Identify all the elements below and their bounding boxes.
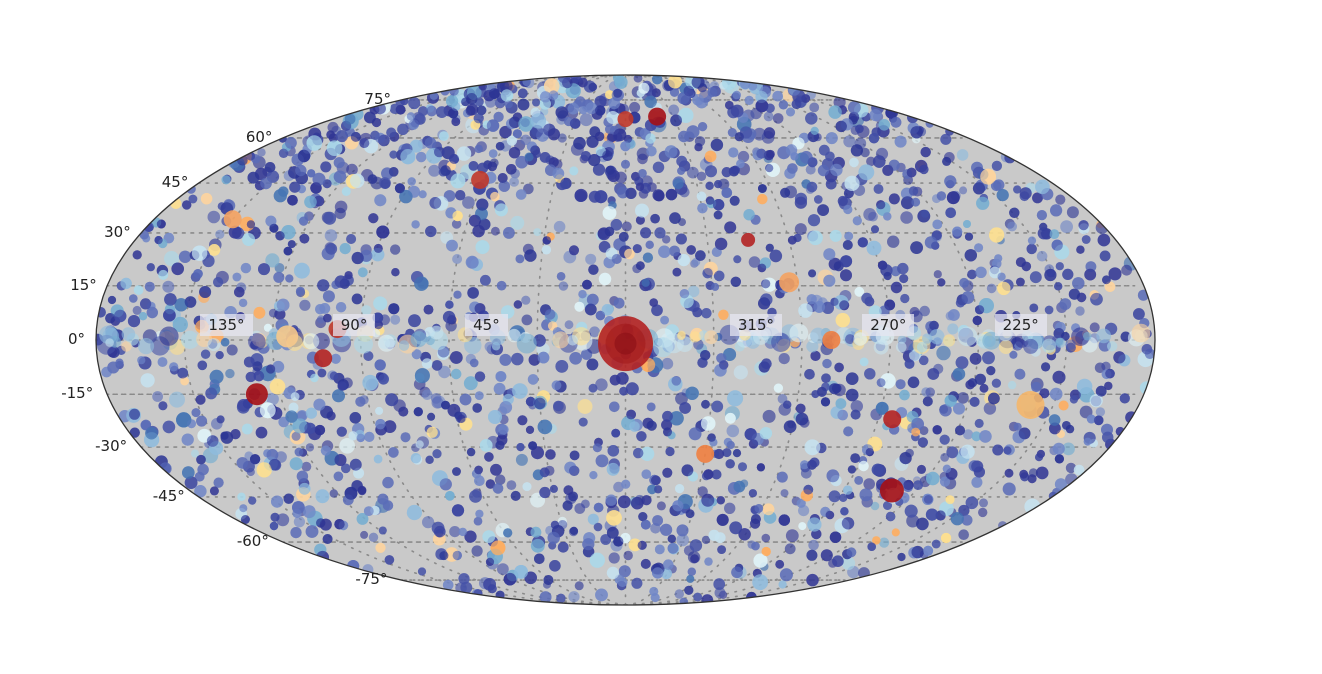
lat-tick-label: -75° [355,570,388,589]
lon-tick-label: 315° [729,314,783,336]
lon-tick-label: 135° [200,314,253,336]
lat-tick-label: -30° [95,437,128,456]
lon-tick-label: 270° [862,314,915,336]
lon-tick-label: 90° [332,314,376,336]
scatter-points [96,75,1155,605]
lat-tick-label: 15° [70,275,97,294]
lat-tick-label: 0° [68,330,86,348]
lon-tick-label: 45° [465,314,508,336]
lat-tick-label: 60° [245,127,273,146]
lat-tick-label: -60° [236,532,269,551]
lat-tick-label: 75° [364,89,392,108]
lat-tick-label: -45° [152,486,185,505]
lat-tick-label: 45° [161,173,189,192]
lon-tick-label: 225° [994,314,1047,336]
lat-tick-label: 30° [104,222,131,241]
plot-border [95,74,1156,606]
lat-tick-label: -15° [61,384,94,403]
